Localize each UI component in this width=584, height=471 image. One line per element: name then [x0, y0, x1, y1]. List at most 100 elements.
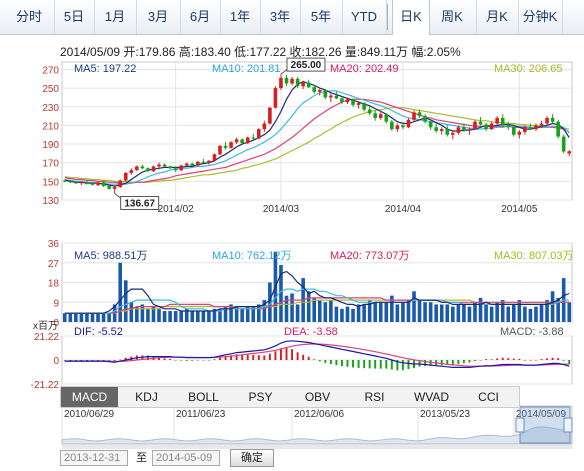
- candle-body: [378, 114, 383, 118]
- macd-bar: [474, 360, 476, 362]
- candle-body: [190, 163, 195, 166]
- macd-bar: [368, 360, 371, 369]
- macd-bar: [529, 360, 532, 361]
- candle-body: [306, 82, 311, 88]
- candle-body: [417, 112, 422, 117]
- tab-9[interactable]: YTD: [342, 0, 387, 34]
- macd-bar: [296, 352, 299, 360]
- macd-bar: [546, 358, 549, 360]
- macd-bar: [268, 353, 271, 360]
- min-price-label: 136.67: [124, 198, 155, 209]
- indicator-tab-rsi[interactable]: RSI: [364, 390, 385, 404]
- candle-body: [462, 127, 466, 131]
- volume-bar: [151, 306, 156, 322]
- macd-bar: [241, 354, 244, 360]
- candle-body: [367, 109, 372, 114]
- macd-bar: [340, 360, 343, 367]
- candle-body: [262, 123, 267, 130]
- volume-bar: [79, 313, 84, 322]
- indicator-tab-kdj[interactable]: KDJ: [135, 390, 158, 404]
- navigator-panel: 2010/06/29 2011/06/23 2012/06/06 2013/05/23…: [61, 405, 573, 449]
- confirm-button[interactable]: 确定: [230, 449, 274, 467]
- volume-bar: [90, 313, 95, 322]
- volume-bar: [567, 302, 572, 322]
- indicator-tab-cci[interactable]: CCI: [478, 390, 499, 404]
- navigator-date-label: 2014/05/09: [516, 409, 566, 420]
- candle-body: [428, 121, 433, 128]
- tab-4[interactable]: 3月: [136, 0, 181, 34]
- tab-10[interactable]: 日K: [392, 0, 430, 35]
- navigator-handle: [515, 417, 525, 433]
- ma30-line: [64, 107, 570, 183]
- candle-body: [384, 114, 389, 122]
- macd-bar: [518, 358, 521, 360]
- y-tick-label: 36: [48, 239, 60, 250]
- indicator-tab-macd[interactable]: MACD: [61, 387, 118, 407]
- tab-6[interactable]: 1年: [220, 0, 261, 34]
- macd-bar: [252, 355, 255, 360]
- candle-body: [207, 160, 211, 163]
- macd-bar: [102, 360, 105, 361]
- candle-body: [356, 103, 361, 105]
- y-tick-label: 170: [42, 159, 59, 170]
- volume-bar: [256, 304, 261, 322]
- macd-bar: [551, 357, 554, 360]
- tab-7[interactable]: 3年: [260, 0, 301, 34]
- volume-bar: [323, 302, 328, 322]
- end-date-input[interactable]: [152, 450, 220, 466]
- candle-body: [423, 116, 427, 122]
- indicator-tab-boll[interactable]: BOLL: [188, 390, 219, 404]
- x-tick-label: 2014/03: [263, 204, 300, 215]
- macd-bar: [263, 355, 266, 360]
- indicator-tab-obv[interactable]: OBV: [304, 390, 331, 404]
- candle-body: [561, 136, 566, 152]
- start-date-input[interactable]: [60, 450, 128, 466]
- candle-body: [484, 124, 488, 130]
- candle-body: [556, 121, 560, 137]
- tab-5[interactable]: 6月: [180, 0, 221, 34]
- candle-body: [467, 129, 472, 131]
- candle-body: [218, 145, 222, 155]
- candle-body: [345, 99, 350, 103]
- volume-bar: [190, 311, 195, 322]
- macd-bar: [163, 358, 166, 360]
- macd-bar: [74, 360, 77, 361]
- indicator-tab-psy[interactable]: PSY: [248, 390, 273, 404]
- candle-body: [412, 112, 416, 120]
- volume-bar: [356, 304, 361, 322]
- macd-bar: [479, 360, 482, 361]
- tab-2[interactable]: 5日: [54, 0, 95, 34]
- tab-3[interactable]: 1月: [94, 0, 137, 34]
- volume-unit-label: x百万: [33, 320, 58, 332]
- tab-8[interactable]: 5年: [300, 0, 343, 34]
- volume-bar: [495, 302, 499, 322]
- volume-bar: [234, 306, 239, 322]
- macd-bar: [202, 360, 205, 361]
- candle-body: [90, 184, 95, 186]
- candle-body: [545, 117, 549, 124]
- macd-bar: [374, 360, 377, 369]
- max-price-label: 265.00: [291, 60, 322, 71]
- candle-body: [401, 125, 405, 128]
- tab-12[interactable]: 月K: [476, 0, 519, 34]
- macd-bar: [185, 360, 188, 361]
- candle-body: [279, 77, 283, 89]
- candle-body: [528, 127, 533, 130]
- tab-13[interactable]: 分钟K: [518, 0, 563, 34]
- volume-bar: [240, 308, 244, 322]
- volume-bar: [351, 308, 355, 322]
- macd-bar: [512, 358, 515, 360]
- tab-11[interactable]: 周K: [428, 0, 477, 34]
- candle-body: [495, 117, 499, 124]
- indicator-tab-wvad[interactable]: WVAD: [413, 390, 450, 404]
- volume-bar: [74, 313, 78, 322]
- candle-body: [456, 127, 461, 133]
- to-label: 至: [136, 452, 147, 464]
- volume-bar: [445, 304, 450, 322]
- volume-bar: [201, 311, 206, 322]
- tab-1[interactable]: 分时: [4, 0, 55, 34]
- macd-bar: [523, 360, 526, 361]
- macd-bar: [119, 359, 122, 361]
- candle-body: [273, 88, 278, 108]
- volume-bar: [345, 306, 350, 322]
